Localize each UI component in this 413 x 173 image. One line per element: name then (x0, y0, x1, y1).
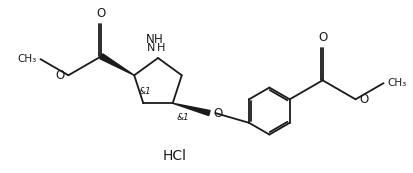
Text: O: O (318, 31, 327, 44)
Text: O: O (55, 69, 64, 82)
Text: N: N (146, 33, 154, 46)
Text: N: N (147, 43, 155, 53)
Text: O: O (97, 7, 106, 20)
Text: O: O (360, 93, 369, 106)
Text: H: H (157, 43, 165, 53)
Text: CH₃: CH₃ (387, 78, 407, 88)
Text: H: H (154, 33, 162, 46)
Text: &1: &1 (138, 87, 151, 96)
Text: O: O (214, 107, 223, 120)
Polygon shape (173, 103, 210, 116)
Text: HCl: HCl (163, 149, 187, 163)
Text: &1: &1 (177, 113, 190, 122)
Text: CH₃: CH₃ (17, 54, 36, 64)
Polygon shape (100, 54, 134, 75)
